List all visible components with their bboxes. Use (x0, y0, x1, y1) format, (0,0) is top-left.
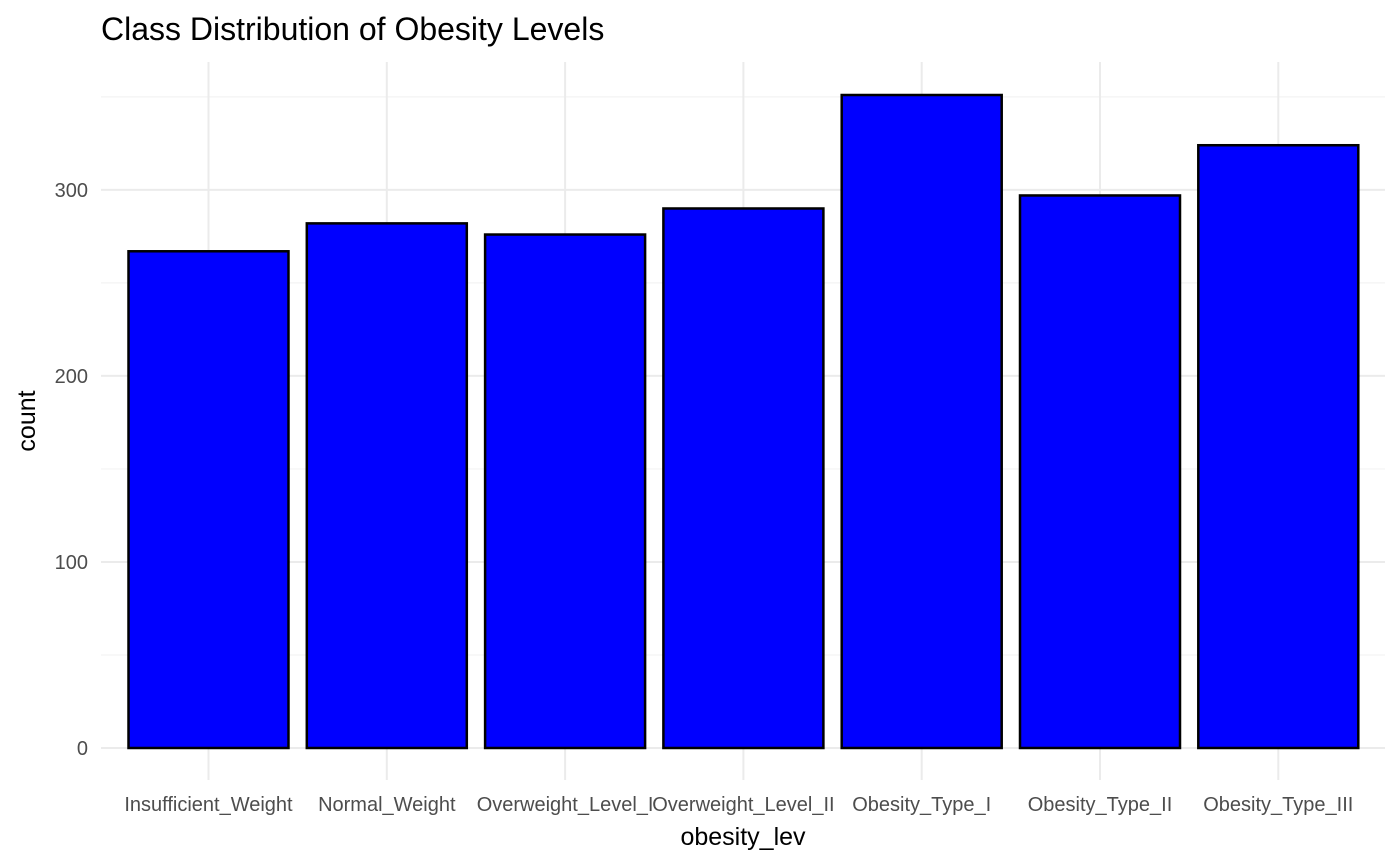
x-axis-title: obesity_lev (680, 823, 806, 851)
y-tick-label: 200 (55, 366, 88, 388)
x-tick-label: Obesity_Type_III (1203, 794, 1353, 816)
y-axis: 0 100 200 300 (55, 180, 88, 760)
bar-overweight-level-i (483, 233, 647, 750)
x-tick-label: Overweight_Level_I (477, 794, 654, 816)
y-tick-label: 0 (77, 738, 88, 760)
bar-obesity-type-ii (1018, 194, 1182, 750)
bar-normal-weight (305, 222, 469, 750)
chart-title: Class Distribution of Obesity Levels (101, 11, 604, 47)
x-tick-label: Overweight_Level_II (652, 794, 834, 816)
bar-obesity-type-i (840, 93, 1003, 750)
x-tick-label: Obesity_Type_I (852, 794, 991, 816)
bar-insufficient-weight (127, 250, 290, 750)
bar-obesity-type-iii (1197, 143, 1360, 750)
y-tick-label: 100 (55, 552, 88, 574)
y-axis-title: count (13, 390, 41, 451)
x-tick-label: Normal_Weight (318, 794, 456, 816)
x-axis: Insufficient_Weight Normal_Weight Overweig… (124, 794, 1353, 816)
x-tick-label: Insufficient_Weight (124, 794, 293, 816)
y-tick-label: 300 (55, 180, 88, 202)
bar-overweight-level-ii (662, 207, 825, 750)
x-tick-label: Obesity_Type_II (1028, 794, 1173, 816)
bars (127, 93, 1360, 750)
